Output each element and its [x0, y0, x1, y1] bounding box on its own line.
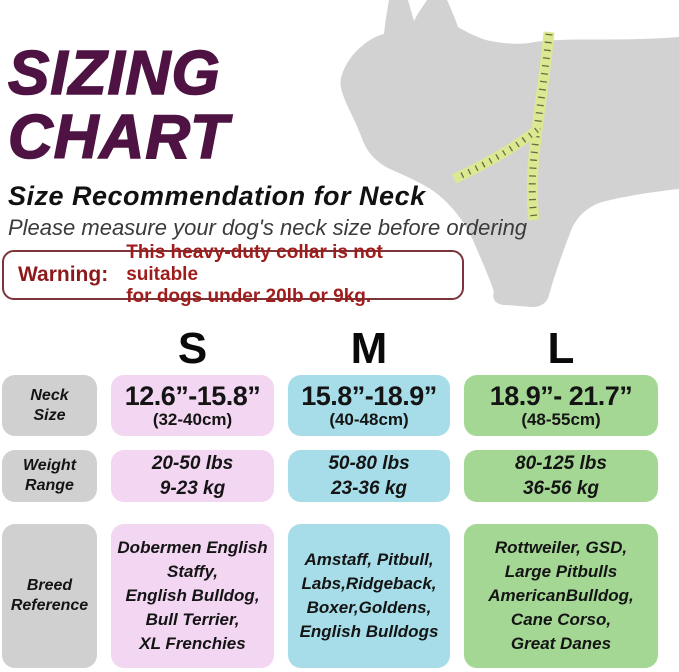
weight-l-text: 80-125 lbs 36-56 kg — [515, 453, 607, 499]
neck-size-l-cell: 18.9”- 21.7” (48-55cm) — [464, 375, 658, 436]
dog-illustration — [330, 0, 679, 332]
weight-s-cell: 20-50 lbs 9-23 kg — [111, 450, 274, 502]
breed-m-cell: Amstaff, Pitbull, Labs,Ridgeback, Boxer,… — [288, 524, 450, 668]
row-label-neck-size: Neck Size — [2, 375, 97, 436]
warning-message: This heavy-duty collar is not suitable f… — [126, 242, 383, 307]
breed-s-cell: Dobermen English Staffy, English Bulldog… — [111, 524, 274, 668]
row-label-breed-reference: Breed Reference — [2, 524, 97, 668]
weight-range-row: Weight Range 20-50 lbs 9-23 kg 50-80 lbs… — [2, 450, 658, 502]
weight-s-text: 20-50 lbs 9-23 kg — [151, 453, 234, 499]
dog-silhouette — [340, 0, 679, 307]
header-size-m: M — [350, 324, 388, 373]
neck-size-m-cm: (40-48cm) — [329, 410, 409, 429]
header-size-l: L — [547, 324, 575, 373]
row-label-weight-range: Weight Range — [2, 450, 97, 502]
neck-size-row: Neck Size 12.6”-15.8” (32-40cm) 15.8”-18… — [2, 375, 658, 436]
weight-m-text: 50-80 lbs 23-36 kg — [328, 453, 410, 499]
neck-size-s-cm: (32-40cm) — [152, 410, 233, 429]
page-title: SIZING CHART — [7, 39, 229, 172]
breed-m-text: Amstaff, Pitbull, Labs,Ridgeback, Boxer,… — [299, 550, 439, 641]
neck-size-l-cm: (48-55cm) — [521, 410, 601, 429]
header-spacer — [2, 324, 97, 374]
neck-size-l-inches: 18.9”- 21.7” — [489, 381, 633, 411]
title-line-1: SIZING — [7, 39, 221, 108]
neck-size-m-cell: 15.8”-18.9” (40-48cm) — [288, 375, 450, 436]
header-size-s: S — [177, 324, 208, 373]
measure-note: Please measure your dog's neck size befo… — [8, 215, 528, 240]
page-subtitle: Size Recommendation for Neck — [8, 181, 426, 211]
weight-l-cell: 80-125 lbs 36-56 kg — [464, 450, 658, 502]
size-header-row: S M L — [2, 324, 658, 373]
breed-l-text: Rottweiler, GSD, Large Pitbulls American… — [488, 538, 634, 653]
warning-label: Warning: — [18, 263, 109, 286]
warning-box: Warning: This heavy-duty collar is not s… — [2, 242, 464, 307]
breed-s-text: Dobermen English Staffy, English Bulldog… — [117, 538, 268, 653]
weight-m-cell: 50-80 lbs 23-36 kg — [288, 450, 450, 502]
neck-size-m-inches: 15.8”-18.9” — [301, 381, 437, 411]
breed-reference-row: Breed Reference Dobermen English Staffy,… — [2, 524, 658, 668]
measuring-tape — [451, 31, 555, 221]
neck-size-s-cell: 12.6”-15.8” (32-40cm) — [111, 375, 274, 436]
neck-size-s-inches: 12.6”-15.8” — [124, 381, 261, 411]
breed-l-cell: Rottweiler, GSD, Large Pitbulls American… — [464, 524, 658, 668]
title-line-2: CHART — [7, 103, 229, 172]
